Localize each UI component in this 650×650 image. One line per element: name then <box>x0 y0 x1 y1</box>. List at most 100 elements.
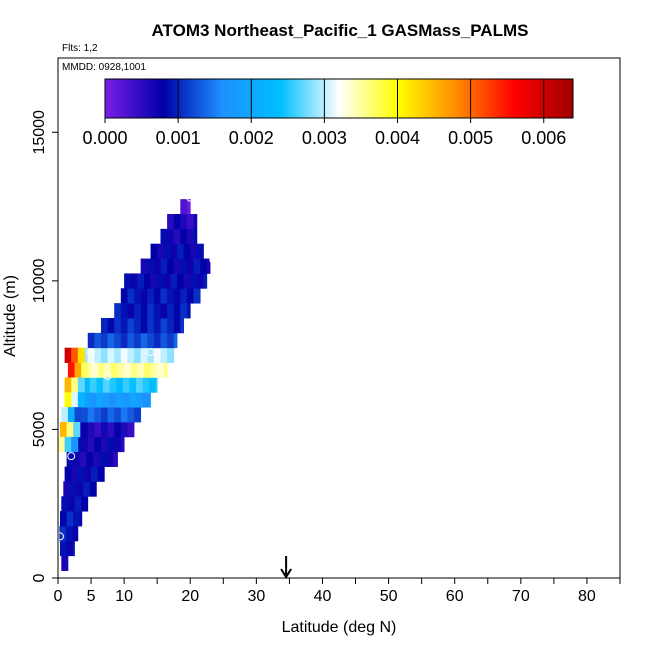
heatmap-cell <box>94 422 102 438</box>
heatmap-cell <box>149 392 151 408</box>
heatmap-cell <box>134 318 142 334</box>
heatmap-cell <box>66 511 74 527</box>
heatmap-cell <box>167 258 175 274</box>
heatmap-cell <box>147 258 155 274</box>
heatmap-hotspot-cell <box>66 422 74 438</box>
heatmap-cell <box>91 362 99 378</box>
sample-point <box>186 193 195 202</box>
heatmap-cell <box>160 288 168 304</box>
heatmap-cell <box>177 243 185 259</box>
sample-point <box>67 452 76 461</box>
sample-point <box>209 256 218 265</box>
x-tick-label: 50 <box>380 588 398 605</box>
heatmap-cell <box>96 392 104 408</box>
heatmap-cell <box>167 228 175 245</box>
colorbar-tick-label: 0.001 <box>156 128 201 148</box>
heatmap-cell <box>167 214 175 230</box>
heatmap-cell <box>140 332 148 349</box>
heatmap-cell <box>107 422 115 438</box>
heatmap-cell <box>137 362 145 378</box>
heatmap-cell <box>102 377 110 393</box>
heatmap-hotspot-cell <box>67 362 75 378</box>
colorbar-tick-label: 0.006 <box>521 128 566 148</box>
colorbar-tick-label: 0.004 <box>375 128 420 148</box>
heatmap-cell <box>134 407 142 423</box>
heatmap-hotspot-cell <box>74 407 82 423</box>
heatmap-cell <box>186 258 194 274</box>
heatmap-cell <box>150 273 158 289</box>
heatmap-cell <box>186 214 194 230</box>
heatmap-hotspot-cell <box>81 362 89 378</box>
heatmap-cell <box>127 303 135 319</box>
heatmap-cell <box>153 303 161 319</box>
heatmap-cell <box>120 303 128 319</box>
heatmap-cell <box>100 422 108 438</box>
heatmap-cell <box>177 273 185 289</box>
heatmap-cell <box>124 362 132 378</box>
heatmap-cell <box>147 318 155 334</box>
heatmap-cell <box>84 466 92 482</box>
heatmap-cell <box>140 303 148 319</box>
x-axis-label: Latitude (deg N) <box>282 619 397 636</box>
heatmap-cell <box>127 318 135 334</box>
heatmap-cell <box>72 526 79 542</box>
heatmap-cell <box>167 288 175 304</box>
heatmap-cell <box>140 258 148 274</box>
heatmap-cell <box>160 303 168 319</box>
heatmap-cell <box>83 481 91 497</box>
heatmap-cell <box>149 377 157 393</box>
heatmap-cell <box>196 243 204 259</box>
heatmap-cell <box>186 288 194 304</box>
heatmap-cell <box>91 466 99 482</box>
heatmap-cell <box>86 451 94 467</box>
x-tick-label: 20 <box>181 588 199 605</box>
heatmap-cell <box>134 332 142 349</box>
heatmap-cell <box>140 288 148 304</box>
x-tick-label: 60 <box>446 588 464 605</box>
heatmap-cell <box>193 214 198 230</box>
heatmap-cell <box>94 407 102 423</box>
heatmap-cell <box>89 481 97 497</box>
heatmap-cell <box>127 332 135 349</box>
colorbar-tick-label: 0.002 <box>229 128 274 148</box>
heatmap-cell <box>81 422 89 438</box>
heatmap-cell <box>186 199 191 215</box>
heatmap-hotspot-cell <box>64 377 72 393</box>
position-arrow <box>280 556 292 579</box>
sample-point <box>103 371 112 380</box>
heatmap-cell <box>61 555 69 571</box>
heatmap-cell <box>130 273 138 289</box>
heatmap-cell <box>196 273 204 289</box>
heatmap-cell <box>100 407 108 423</box>
heatmap-cell <box>87 332 95 349</box>
heatmap-cell <box>87 422 95 438</box>
heatmap-cell <box>167 347 175 363</box>
heatmap-cell <box>114 347 122 363</box>
heatmap-cell <box>79 451 87 467</box>
heatmap-cell <box>173 318 181 334</box>
heatmap-cell <box>186 303 191 319</box>
heatmap-cell <box>107 318 115 334</box>
sample-point <box>55 532 64 541</box>
heatmap-cell <box>79 511 83 527</box>
heatmap-cell <box>110 362 118 378</box>
x-tick-label: 0 <box>54 588 63 605</box>
flights-label: Flts: 1,2 <box>62 43 98 54</box>
heatmap-cell <box>170 243 178 259</box>
heatmap-cell <box>66 540 74 557</box>
y-tick-label: 0 <box>31 573 48 582</box>
heatmap-cell <box>142 377 150 393</box>
heatmap-cell <box>114 318 122 334</box>
heatmap-cell <box>127 288 135 304</box>
heatmap-cell <box>76 481 84 497</box>
sample-point <box>87 348 96 357</box>
heatmap-cell <box>120 288 128 304</box>
heatmap-cell <box>81 407 89 423</box>
heatmap-cell <box>129 392 137 408</box>
heatmap-cell <box>203 273 208 289</box>
y-tick-label: 5000 <box>31 412 48 448</box>
dates-label: MMDD: 0928,1001 <box>62 62 146 73</box>
heatmap-cell <box>134 288 142 304</box>
heatmap-hotspot-cell <box>61 407 69 423</box>
heatmap-cell <box>109 392 117 408</box>
